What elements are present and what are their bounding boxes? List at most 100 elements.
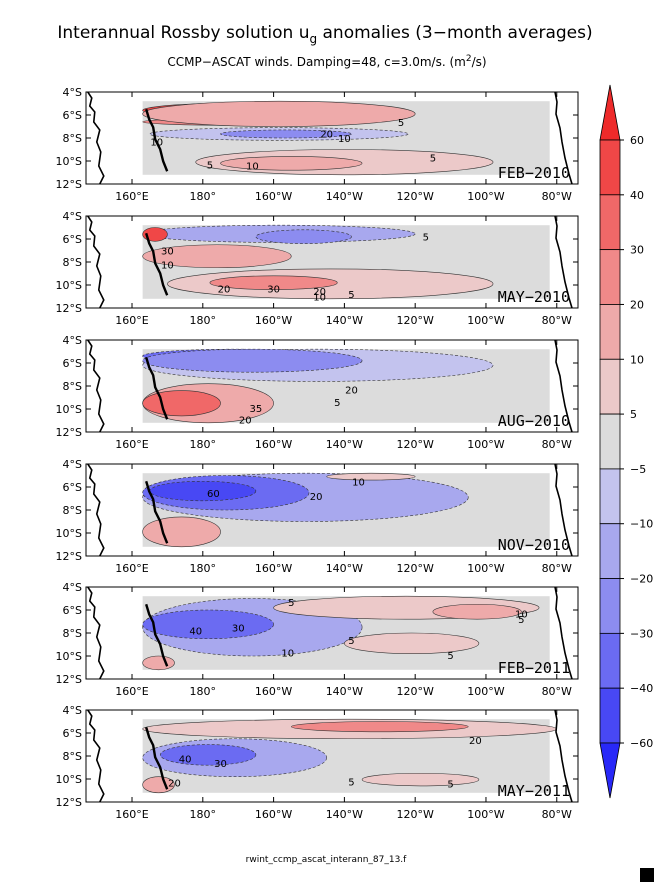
x-tick-label: 140°W [326, 314, 363, 327]
colorbar-label: 5 [630, 408, 637, 421]
colorbar-segment [599, 578, 621, 634]
colorbar-segment [599, 249, 621, 305]
y-tick-label: 6°S [63, 233, 82, 246]
y-tick-label: 8°S [63, 750, 82, 763]
colorbar-label: −60 [630, 737, 653, 750]
colorbar-segment [599, 139, 621, 196]
contour-label: 5 [348, 636, 354, 647]
y-tick-label: 6°S [63, 109, 82, 122]
island-chain [145, 480, 169, 544]
west-coastline [87, 586, 105, 680]
chart-title: Interannual Rossby solution ug anomalies… [57, 23, 592, 46]
colorbar-segment [599, 413, 621, 470]
map-panel-4: 4°S 6°S 8°S 10°S 12°S 160°E 180° 160°W 140°W 120°… [56, 458, 579, 575]
panel-date-label: FEB−2011 [498, 659, 570, 677]
y-tick-label: 6°S [63, 727, 82, 740]
y-tick-label: 12°S [56, 302, 82, 315]
contour-label: 10 [338, 134, 351, 145]
colorbar-label: −10 [630, 518, 653, 531]
contour-label: 30 [214, 759, 227, 770]
contour-label: 30 [232, 623, 245, 634]
anomaly-region [160, 744, 257, 766]
x-tick-label: 120°W [396, 190, 433, 203]
contour-label: 30 [161, 247, 174, 258]
colorbar-segment [599, 468, 621, 525]
contour-label: 40 [179, 754, 192, 765]
colorbar-segment [599, 358, 621, 415]
x-tick-label: 100°W [467, 314, 504, 327]
east-coastline [554, 215, 573, 309]
chart-title-subscript: g [309, 32, 317, 46]
y-tick-label: 12°S [56, 426, 82, 439]
contour-label: 10 [313, 293, 326, 304]
anomaly-region [142, 348, 363, 373]
panel-date-label: AUG−2010 [498, 412, 570, 430]
map-panel-6: 4°S 6°S 8°S 10°S 12°S 160°E 180° 160°W 140°W 120°… [56, 704, 579, 821]
y-tick-label: 12°S [56, 178, 82, 191]
contour-label: 20 [310, 492, 323, 503]
x-tick-label: 120°W [396, 562, 433, 575]
y-tick-label: 4°S [63, 458, 82, 471]
anomaly-region [290, 721, 469, 733]
anomaly-region [149, 480, 257, 502]
x-tick-label: 80°W [542, 562, 572, 575]
x-tick-label: 160°E [115, 685, 148, 698]
x-tick-label: 180° [190, 808, 217, 821]
x-tick-label: 140°W [326, 685, 363, 698]
x-tick-label: 160°W [255, 808, 292, 821]
island-chain [145, 603, 169, 667]
anomaly-region [142, 227, 168, 242]
contour-label: 5 [334, 398, 340, 409]
anomaly-region [361, 772, 480, 787]
contour-label: 20 [218, 284, 231, 295]
footer-filename: rwint_ccmp_ascat_interann_87_13.f [246, 855, 408, 865]
colorbar-segment [599, 304, 621, 360]
y-tick-label: 10°S [56, 403, 82, 416]
x-tick-label: 160°W [255, 438, 292, 451]
x-tick-label: 160°W [255, 314, 292, 327]
colorbar-label: 40 [630, 189, 644, 202]
map-panel-1: 4°S 6°S 8°S 10°S 12°S 160°E 180° 160°W 140°W 120°… [56, 86, 579, 203]
x-tick-label: 120°W [396, 808, 433, 821]
x-tick-label: 160°E [115, 562, 148, 575]
anomaly-region [344, 632, 480, 655]
colorbar-label: 30 [630, 244, 644, 257]
y-tick-label: 4°S [63, 581, 82, 594]
x-tick-label: 180° [190, 190, 217, 203]
contour-label: 40 [189, 627, 202, 638]
y-tick-label: 4°S [63, 86, 82, 99]
contour-label: 10 [246, 162, 259, 173]
contour-label: 20 [320, 129, 333, 140]
anomaly-region [142, 609, 274, 640]
contour-label: 20 [168, 778, 181, 789]
contour-label: 10 [352, 477, 365, 488]
x-tick-label: 80°W [542, 314, 572, 327]
west-coastline [87, 215, 105, 309]
y-tick-label: 4°S [63, 704, 82, 717]
panel-date-label: MAY−2010 [498, 288, 570, 306]
west-coastline [87, 463, 105, 557]
contour-label: 20 [345, 385, 358, 396]
contour-label: 5 [207, 160, 213, 171]
y-tick-label: 8°S [63, 504, 82, 517]
anomaly-region [220, 129, 352, 139]
contour-label: 5 [288, 598, 294, 609]
x-tick-label: 100°W [467, 808, 504, 821]
x-tick-label: 160°E [115, 314, 148, 327]
contour-label: 5 [518, 615, 524, 626]
map-panels: 4°S 6°S 8°S 10°S 12°S 160°E 180° 160°W 140°W 120°… [56, 86, 579, 821]
contour-label: 10 [150, 137, 163, 148]
x-tick-label: 120°W [396, 685, 433, 698]
anomaly-region [142, 655, 175, 671]
panel-date-label: NOV−2010 [498, 536, 570, 554]
anomaly-region [255, 229, 352, 244]
colorbar-label: 10 [630, 353, 644, 366]
contour-label: 20 [469, 736, 482, 747]
colorbar-label: −40 [630, 682, 653, 695]
colorbar-label: −20 [630, 573, 653, 586]
y-tick-label: 8°S [63, 627, 82, 640]
chart-title-main: Interannual Rossby solution u [57, 23, 309, 43]
colorbar: 60 40 30 20 10 5 −5 −10 −20 −30 −40 −60 [599, 84, 653, 799]
y-tick-label: 12°S [56, 550, 82, 563]
